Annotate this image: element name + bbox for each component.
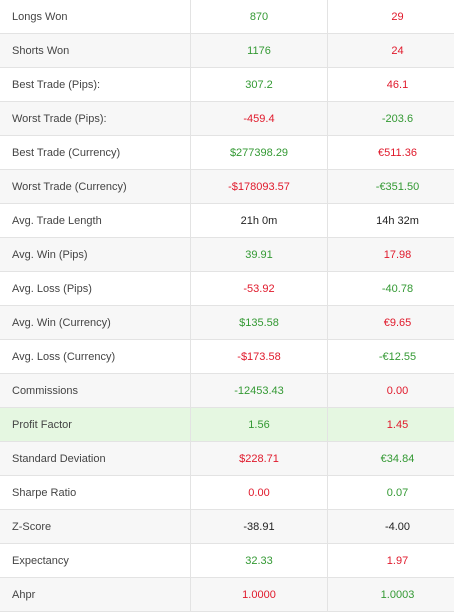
stat-label: Profit Factor xyxy=(0,407,191,442)
stat-value-account-1: 39.91 xyxy=(190,237,328,272)
stat-value-account-1: -38.91 xyxy=(190,509,328,544)
stat-label: Expectancy xyxy=(0,543,191,578)
stat-row-avg-win-pips: Avg. Win (Pips) 39.91 17.98 xyxy=(0,237,454,272)
stat-value-account-2: 46.1 xyxy=(327,67,454,102)
stat-row-avg-win-currency: Avg. Win (Currency) $135.58 €9.65 xyxy=(0,305,454,340)
stat-value-account-2: 0.00 xyxy=(327,373,454,408)
stat-value-account-2: €511.36 xyxy=(327,135,454,170)
stat-value-account-2: 1.97 xyxy=(327,543,454,578)
stat-row-best-trade-currency: Best Trade (Currency) $277398.29 €511.36 xyxy=(0,135,454,170)
stat-row-worst-trade-pips: Worst Trade (Pips): -459.4 -203.6 xyxy=(0,101,454,136)
stat-label: Standard Deviation xyxy=(0,441,191,476)
stat-value-account-1: 1.0000 xyxy=(190,577,328,612)
stat-value-account-2: 1.0003 xyxy=(327,577,454,612)
stat-label: Avg. Win (Currency) xyxy=(0,305,191,340)
stat-value-account-1: 870 xyxy=(190,0,328,34)
stat-value-account-1: 21h 0m xyxy=(190,203,328,238)
stat-row-standard-deviation: Standard Deviation $228.71 €34.84 xyxy=(0,441,454,476)
stat-label: Worst Trade (Currency) xyxy=(0,169,191,204)
stat-label: Best Trade (Pips): xyxy=(0,67,191,102)
stat-value-account-2: -€351.50 xyxy=(327,169,454,204)
stat-value-account-2: 1.45 xyxy=(327,407,454,442)
stat-row-avg-trade-length: Avg. Trade Length 21h 0m 14h 32m xyxy=(0,203,454,238)
stat-value-account-1: 1.56 xyxy=(190,407,328,442)
stat-label: Avg. Loss (Currency) xyxy=(0,339,191,374)
stat-row-ahpr: Ahpr 1.0000 1.0003 xyxy=(0,577,454,612)
stat-row-avg-loss-currency: Avg. Loss (Currency) -$173.58 -€12.55 xyxy=(0,339,454,374)
stat-label: Longs Won xyxy=(0,0,191,34)
stat-value-account-1: -$178093.57 xyxy=(190,169,328,204)
stat-value-account-2: -203.6 xyxy=(327,101,454,136)
stat-value-account-1: -459.4 xyxy=(190,101,328,136)
stat-value-account-2: €9.65 xyxy=(327,305,454,340)
stat-value-account-2: -4.00 xyxy=(327,509,454,544)
stat-row-shorts-won: Shorts Won 1176 24 xyxy=(0,33,454,68)
stat-value-account-1: 32.33 xyxy=(190,543,328,578)
stat-value-account-2: 24 xyxy=(327,33,454,68)
stat-row-worst-trade-currency: Worst Trade (Currency) -$178093.57 -€351.5… xyxy=(0,169,454,204)
stat-label: Avg. Loss (Pips) xyxy=(0,271,191,306)
stat-label: Shorts Won xyxy=(0,33,191,68)
stat-value-account-1: 1176 xyxy=(190,33,328,68)
stat-value-account-1: -53.92 xyxy=(190,271,328,306)
stat-label: Best Trade (Currency) xyxy=(0,135,191,170)
stat-label: Worst Trade (Pips): xyxy=(0,101,191,136)
stat-value-account-1: $135.58 xyxy=(190,305,328,340)
stat-label: Avg. Trade Length xyxy=(0,203,191,238)
stat-row-avg-loss-pips: Avg. Loss (Pips) -53.92 -40.78 xyxy=(0,271,454,306)
stat-value-account-1: -$173.58 xyxy=(190,339,328,374)
stat-value-account-2: 17.98 xyxy=(327,237,454,272)
stat-value-account-1: 307.2 xyxy=(190,67,328,102)
stat-value-account-2: -40.78 xyxy=(327,271,454,306)
stat-value-account-2: 14h 32m xyxy=(327,203,454,238)
stat-value-account-2: €34.84 xyxy=(327,441,454,476)
stat-row-longs-won: Longs Won 870 29 xyxy=(0,0,454,34)
stat-row-profit-factor: Profit Factor 1.56 1.45 xyxy=(0,407,454,442)
stat-value-account-2: -€12.55 xyxy=(327,339,454,374)
stat-row-best-trade-pips: Best Trade (Pips): 307.2 46.1 xyxy=(0,67,454,102)
stat-value-account-2: 29 xyxy=(327,0,454,34)
stat-label: Commissions xyxy=(0,373,191,408)
stat-label: Avg. Win (Pips) xyxy=(0,237,191,272)
stat-row-commissions: Commissions -12453.43 0.00 xyxy=(0,373,454,408)
stat-value-account-1: 0.00 xyxy=(190,475,328,510)
stat-value-account-1: $228.71 xyxy=(190,441,328,476)
stat-label: Sharpe Ratio xyxy=(0,475,191,510)
stat-label: Z-Score xyxy=(0,509,191,544)
stat-value-account-1: -12453.43 xyxy=(190,373,328,408)
stat-label: Ahpr xyxy=(0,577,191,612)
stat-row-z-score: Z-Score -38.91 -4.00 xyxy=(0,509,454,544)
stat-value-account-2: 0.07 xyxy=(327,475,454,510)
stat-row-expectancy: Expectancy 32.33 1.97 xyxy=(0,543,454,578)
stat-value-account-1: $277398.29 xyxy=(190,135,328,170)
stat-row-sharpe-ratio: Sharpe Ratio 0.00 0.07 xyxy=(0,475,454,510)
